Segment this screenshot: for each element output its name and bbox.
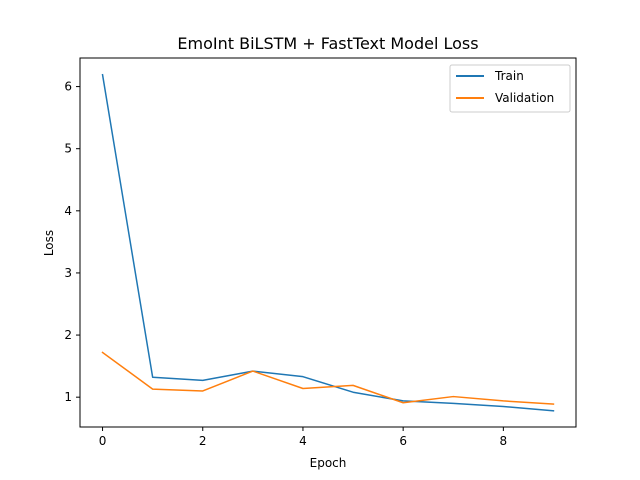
series-line-train xyxy=(101,73,555,412)
x-axis-label: Epoch xyxy=(310,456,347,470)
y-tick-label: 5 xyxy=(64,142,72,156)
y-tick-label: 4 xyxy=(64,204,72,218)
series-layer xyxy=(101,73,555,412)
y-tick-label: 6 xyxy=(64,80,72,94)
x-tick-label: 4 xyxy=(299,434,307,448)
chart-title: EmoInt BiLSTM + FastText Model Loss xyxy=(177,34,478,53)
x-tick-label: 0 xyxy=(99,434,107,448)
x-axis-ticks: 0 2 4 6 8 xyxy=(99,427,507,448)
y-tick-label: 2 xyxy=(64,328,72,342)
legend: Train Validation xyxy=(449,64,571,113)
legend-label-validation: Validation xyxy=(495,91,554,105)
x-tick-label: 6 xyxy=(399,434,407,448)
x-tick-label: 8 xyxy=(500,434,508,448)
y-axis-label: Loss xyxy=(42,230,56,256)
plot-frame xyxy=(79,57,577,428)
y-tick-label: 3 xyxy=(64,266,72,280)
y-axis-ticks: 1 2 3 4 5 6 xyxy=(64,80,80,404)
y-tick-label: 1 xyxy=(64,390,72,404)
legend-label-train: Train xyxy=(494,69,524,83)
x-tick-label: 2 xyxy=(199,434,207,448)
series-line-validation xyxy=(101,351,555,405)
